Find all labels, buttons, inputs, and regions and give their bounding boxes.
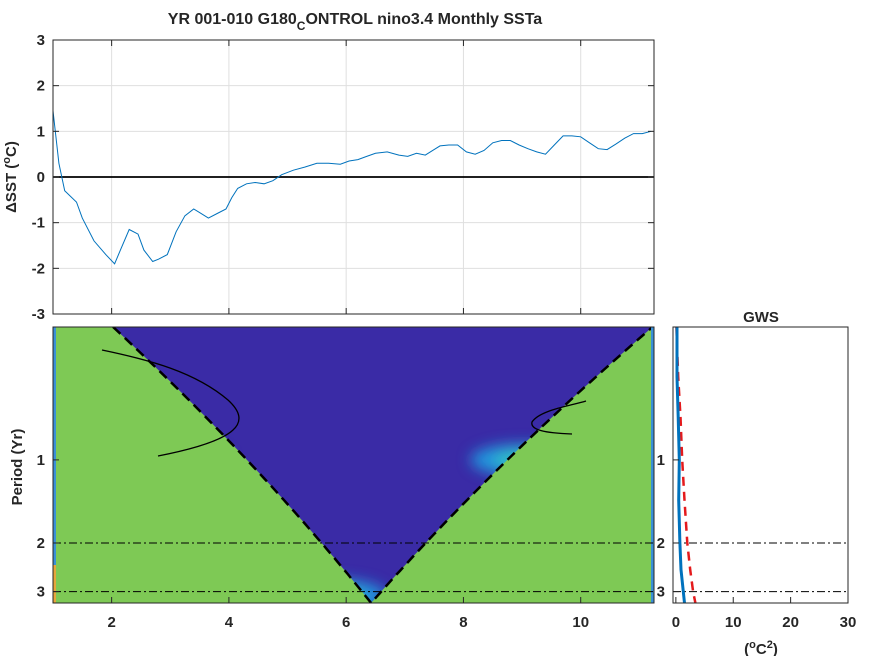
cone-of-influence [53, 327, 654, 603]
wavelet-xtick-label: 8 [459, 614, 467, 631]
left-edge-strip [53, 327, 56, 603]
gws-xtick-label: 20 [782, 614, 799, 631]
gws-xtick-label: 0 [672, 614, 680, 631]
gws-panel: 0 10 20 30 1 2 3 GWS (oC2) [657, 309, 857, 656]
wavelet-ylabel: Period (Yr) [9, 429, 26, 506]
timeseries-ytick-label: -3 [32, 306, 45, 323]
gws-significance-line [675, 327, 697, 603]
wavelet-ytick-label: 1 [37, 452, 45, 469]
wavelet-xtick-label: 6 [342, 614, 350, 631]
significance-contour-right [531, 400, 587, 435]
gws-frame [672, 326, 849, 604]
significance-contour-left [101, 349, 240, 457]
timeseries-ytick-label: 2 [37, 78, 45, 95]
timeseries-ticks: -3 -2 -1 0 1 2 3 [32, 32, 654, 323]
timeseries-ylabel: ΔSST (oC) [1, 141, 20, 213]
timeseries-ytick-label: 1 [37, 123, 45, 140]
right-edge-strip [651, 327, 654, 603]
wavelet-frame [52, 326, 655, 604]
chart-title: YR 001-010 G180CONTROL nino3.4 Monthly S… [168, 11, 543, 33]
gws-ytick-label: 1 [657, 452, 665, 469]
wavelet-xtick-label: 10 [572, 614, 589, 631]
gws-ticks: 0 10 20 30 1 2 3 [657, 452, 857, 631]
gws-xlabel: (oC2) [744, 639, 778, 656]
wavelet-xtick-label: 4 [225, 614, 234, 631]
wavelet-ytick-label: 3 [37, 584, 45, 601]
gws-reference-lines [673, 542, 848, 593]
sst-anomaly-line [53, 110, 652, 265]
timeseries-ytick-label: -2 [32, 260, 45, 277]
timeseries-panel: -3 -2 -1 0 1 2 3 ΔSST (oC) [1, 32, 655, 323]
wavelet-reference-lines [53, 542, 654, 593]
timeseries-ytick-label: 3 [37, 32, 45, 49]
gws-title: GWS [743, 309, 779, 326]
wavelet-xtick-label: 2 [107, 614, 115, 631]
gws-plot-area [673, 327, 848, 603]
left-edge-warm-strip [53, 565, 56, 603]
gws-ytick-label: 3 [657, 584, 665, 601]
gws-ytick-label: 2 [657, 535, 665, 552]
gws-xtick-label: 10 [725, 614, 742, 631]
wavelet-ytick-label: 2 [37, 535, 45, 552]
timeseries-ytick-label: 0 [37, 169, 45, 186]
timeseries-ytick-label: -1 [32, 215, 45, 232]
gws-xtick-label: 30 [840, 614, 857, 631]
gws-power-line [675, 327, 686, 603]
